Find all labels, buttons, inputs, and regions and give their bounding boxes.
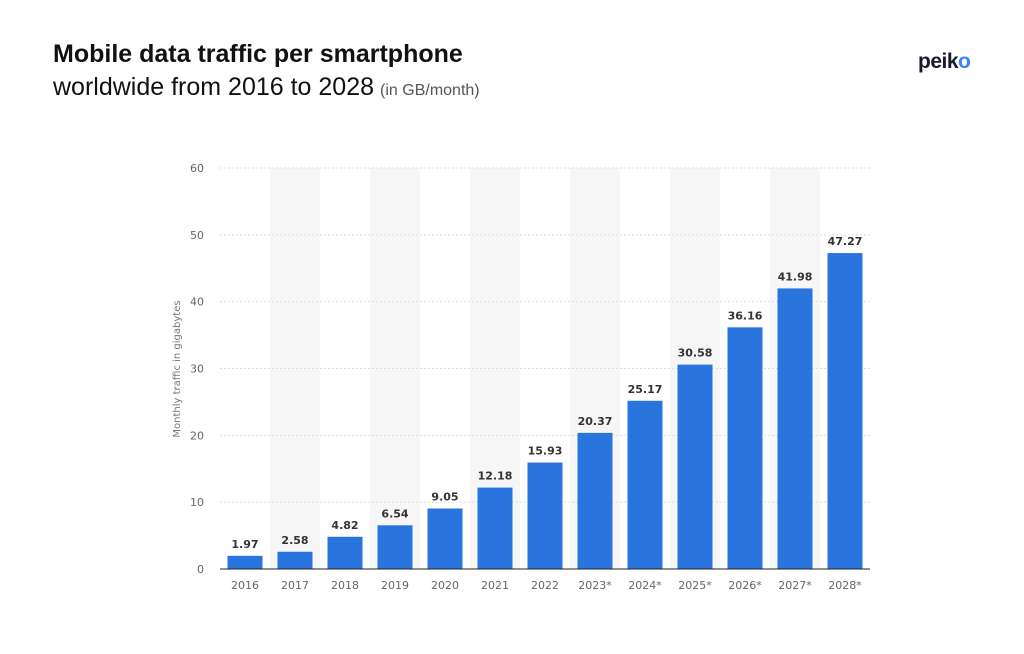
value-label-2024*: 25.17 [628, 383, 663, 396]
chart-subtitle: worldwide from 2016 to 2028 (in GB/month) [53, 70, 480, 108]
bar-2027* [777, 288, 813, 569]
chart-title: Mobile data traffic per smartphone [53, 40, 463, 68]
value-label-2028*: 47.27 [828, 235, 863, 248]
unit-label: (in GB/month) [380, 82, 480, 99]
x-tick-label-2018: 2018 [331, 579, 359, 592]
bar-2017 [277, 551, 313, 569]
logo-accent: o [958, 50, 971, 73]
value-label-2018: 4.82 [331, 519, 358, 532]
y-tick-label-60: 60 [190, 162, 204, 175]
value-label-2027*: 41.98 [778, 270, 813, 283]
x-tick-label-2022: 2022 [531, 579, 559, 592]
bar-value-labels: 1.97 2.58 4.82 6.54 9.05 12.18 15.93 20.37 25.17… [231, 235, 862, 551]
y-axis-ticks: 0 10 20 30 40 50 60 [190, 162, 204, 576]
x-tick-label-2026*: 2026* [728, 579, 762, 592]
bar-2019 [377, 525, 413, 569]
x-tick-label-2016: 2016 [231, 579, 259, 592]
x-tick-label-2020: 2020 [431, 579, 459, 592]
y-tick-label-20: 20 [190, 429, 204, 442]
value-label-2025*: 30.58 [678, 347, 713, 360]
column-band-1 [270, 168, 320, 569]
y-tick-label-50: 50 [190, 229, 204, 242]
x-tick-label-2017: 2017 [281, 579, 309, 592]
value-label-2020: 9.05 [431, 491, 458, 504]
y-tick-label-40: 40 [190, 296, 204, 309]
x-tick-label-2023*: 2023* [578, 579, 612, 592]
title-block: Mobile data traffic per smartphone world… [53, 38, 480, 108]
brand-logo: peiko [918, 50, 971, 74]
chart-bars [227, 253, 863, 569]
value-label-2026*: 36.16 [728, 309, 763, 322]
y-tick-label-10: 10 [190, 496, 204, 509]
y-axis-label: Monthly traffic in gigabytes [172, 300, 183, 437]
bar-2023* [577, 432, 613, 569]
bar-2028* [827, 253, 863, 569]
x-axis-ticks: 2016 2017 2018 2019 2020 2021 2022 2023* 2024* 20… [231, 579, 862, 592]
bar-2018 [327, 536, 363, 569]
value-label-2021: 12.18 [478, 470, 513, 483]
x-tick-label-2028*: 2028* [828, 579, 862, 592]
bar-2021 [477, 487, 513, 569]
y-tick-label-0: 0 [197, 563, 204, 576]
value-label-2023*: 20.37 [578, 415, 613, 428]
x-tick-label-2019: 2019 [381, 579, 409, 592]
bar-2016 [227, 555, 263, 569]
x-tick-label-2027*: 2027* [778, 579, 812, 592]
value-label-2019: 6.54 [381, 507, 408, 520]
value-label-2017: 2.58 [281, 534, 308, 547]
bar-2026* [727, 327, 763, 569]
bar-2022 [527, 462, 563, 569]
y-tick-label-30: 30 [190, 363, 204, 376]
logo-text: peik [918, 50, 959, 73]
bar-2024* [627, 400, 663, 569]
value-label-2016: 1.97 [231, 538, 258, 551]
bar-2020 [427, 508, 463, 569]
column-band-3 [370, 168, 420, 569]
bar-2025* [677, 364, 713, 569]
x-tick-label-2024*: 2024* [628, 579, 662, 592]
value-label-2022: 15.93 [528, 445, 563, 458]
x-tick-label-2025*: 2025* [678, 579, 712, 592]
chart-subtitle-text: worldwide from 2016 to 2028 [53, 73, 375, 101]
x-tick-label-2021: 2021 [481, 579, 509, 592]
